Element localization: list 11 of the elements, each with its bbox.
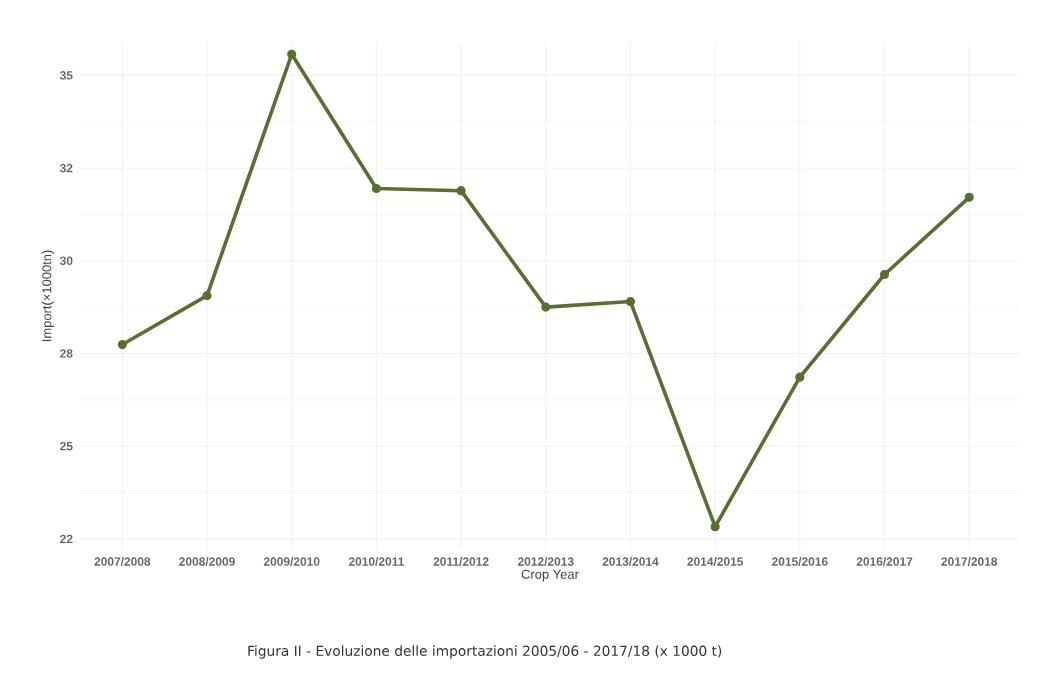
point <box>456 186 466 196</box>
point <box>625 296 636 307</box>
point <box>795 372 805 382</box>
point <box>202 291 212 301</box>
point <box>117 339 127 350</box>
point <box>287 49 297 59</box>
point <box>541 302 551 312</box>
point <box>371 183 381 194</box>
point <box>710 522 720 532</box>
point <box>964 192 974 202</box>
point <box>879 269 890 280</box>
